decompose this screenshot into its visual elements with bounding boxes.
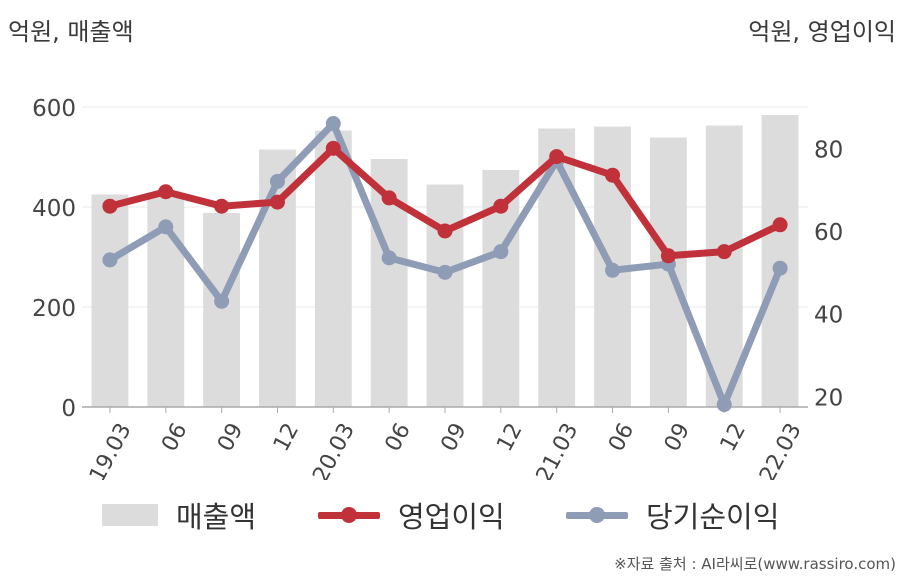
right-axis-unit: 억원, 영업이익 (748, 18, 896, 46)
left-tick-label: 400 (32, 196, 76, 222)
point-net-income (102, 252, 118, 268)
point-operating-profit (660, 248, 676, 264)
right-tick-label: 40 (814, 303, 843, 329)
left-tick-label: 600 (32, 96, 76, 122)
left-axis-unit: 억원, 매출액 (8, 18, 134, 46)
point-operating-profit (214, 198, 230, 214)
legend-bar-swatch (102, 504, 158, 526)
left-tick-label: 200 (32, 296, 76, 322)
left-tick-label: 0 (61, 396, 76, 422)
x-tick-label: 21.03 (532, 419, 584, 480)
x-tick-label: 12 (492, 419, 527, 455)
legend-line-swatch-operating-profit (318, 504, 380, 526)
point-net-income (325, 116, 341, 132)
point-operating-profit (269, 194, 285, 210)
bar-revenue (426, 184, 464, 407)
point-net-income (269, 173, 285, 189)
bar-revenue (705, 125, 743, 407)
x-tick-label: 20.03 (308, 419, 360, 480)
right-tick-label: 20 (814, 385, 843, 411)
point-net-income (214, 293, 230, 309)
point-operating-profit (158, 184, 174, 200)
x-tick-label: 12 (716, 419, 751, 455)
point-operating-profit (102, 198, 118, 214)
x-tick-label: 19.03 (85, 419, 137, 480)
point-net-income (716, 397, 732, 413)
x-tick-label: 09 (437, 419, 472, 455)
source-note: ※자료 출처 : AI라씨로(www.rassiro.com) (614, 555, 896, 573)
x-tick-label: 09 (660, 419, 695, 455)
legend-label-revenue: 매출액 (176, 500, 257, 534)
legend-label-net-income: 당기순이익 (646, 500, 780, 534)
x-tick-label: 06 (157, 419, 192, 455)
legend-item-operating-profit: 영업이익 (318, 490, 505, 540)
x-tick-label: 12 (269, 419, 304, 455)
point-operating-profit (493, 198, 509, 214)
x-tick-label: 09 (213, 419, 248, 455)
bar-revenue (91, 194, 129, 407)
bar-revenue (203, 213, 241, 407)
x-tick-label: 06 (604, 419, 639, 455)
point-net-income (158, 219, 174, 235)
point-operating-profit (381, 190, 397, 206)
point-operating-profit (437, 223, 453, 239)
bar-revenue (314, 130, 352, 407)
point-net-income (605, 262, 621, 278)
point-operating-profit (325, 140, 341, 156)
legend-line-swatch-net-income (566, 504, 628, 526)
legend-item-revenue: 매출액 (102, 490, 256, 540)
legend-label-operating-profit: 영업이익 (398, 500, 505, 534)
x-tick-label: 06 (381, 419, 416, 455)
point-net-income (437, 264, 453, 280)
right-tick-label: 60 (814, 220, 843, 246)
legend: 매출액 영업이익 당기순이익 (0, 490, 908, 540)
point-operating-profit (549, 149, 565, 165)
point-net-income (493, 244, 509, 260)
legend-item-net-income: 당기순이익 (566, 490, 779, 540)
point-operating-profit (605, 167, 621, 183)
point-net-income (772, 260, 788, 276)
x-tick-label: 22.03 (755, 419, 807, 480)
point-net-income (381, 250, 397, 266)
point-operating-profit (772, 217, 788, 233)
right-tick-label: 80 (814, 137, 843, 163)
point-operating-profit (716, 244, 732, 260)
